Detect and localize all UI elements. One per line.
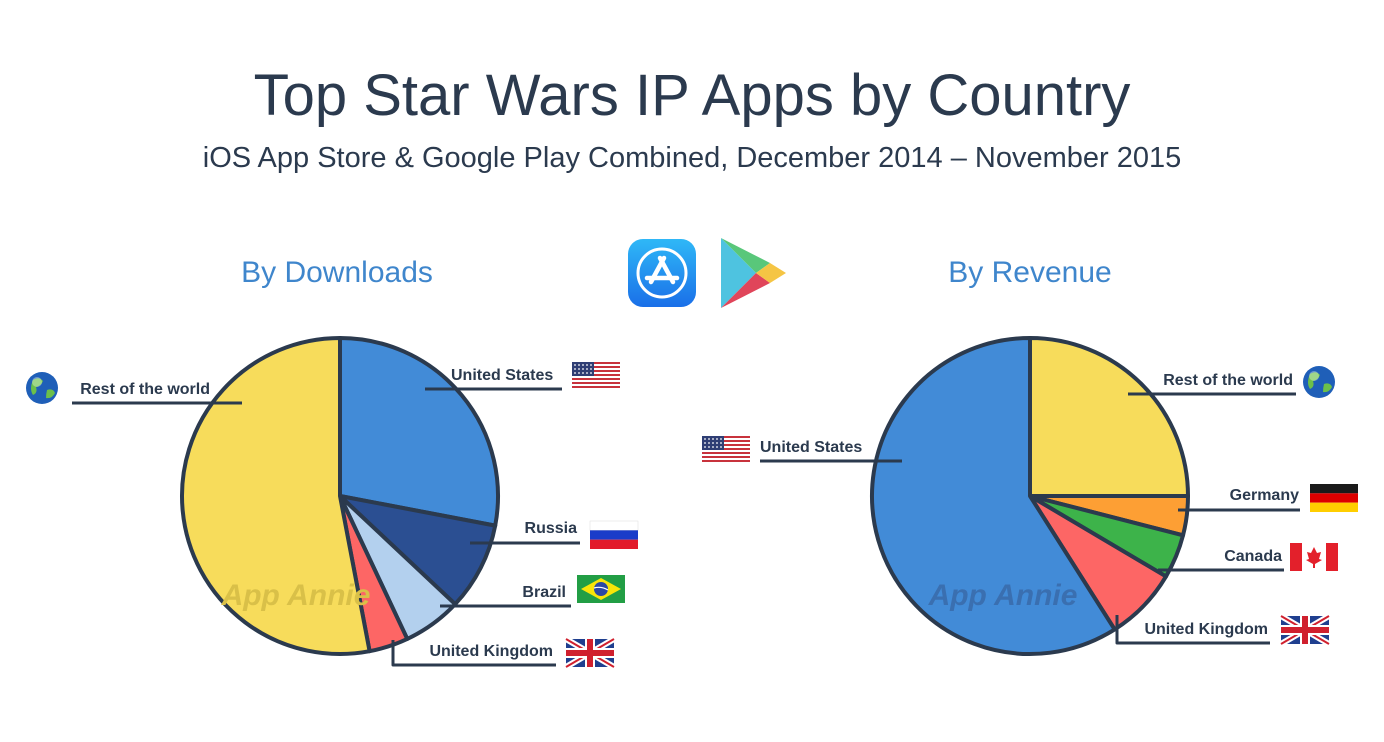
app-store-icon <box>628 239 696 307</box>
uk-flag-icon <box>564 636 616 670</box>
pie-chart-by-downloads: App Annie United States Russia Brazil United… <box>26 336 639 670</box>
globe-icon <box>26 372 58 404</box>
page-title: Top Star Wars IP Apps by Country <box>253 63 1131 128</box>
slice-label-germany: Germany <box>1230 487 1299 504</box>
leader-line <box>391 640 556 667</box>
slice-label-united-kingdom: United Kingdom <box>429 643 553 660</box>
slice-label-group-canada: Canada <box>1158 543 1338 572</box>
slice-label-group-germany: Germany <box>1178 484 1358 512</box>
slice-label-russia: Russia <box>525 520 578 537</box>
slice-label-united-states: United States <box>451 367 553 384</box>
watermark-text: App Annie <box>928 579 1078 612</box>
slice-label-canada: Canada <box>1224 548 1282 565</box>
canada-flag-icon <box>1290 543 1338 571</box>
pie-chart-by-revenue: App Annie Rest of the world Germany Canada U… <box>702 336 1358 656</box>
uk-flag-icon <box>1279 613 1331 647</box>
slice-label-group-brazil: Brazil <box>440 575 625 608</box>
slice-label-group-united-kingdom: United Kingdom <box>391 636 616 670</box>
pie-slice-united-states <box>338 336 500 528</box>
page-subtitle: iOS App Store & Google Play Combined, De… <box>202 142 1182 174</box>
slice-label-rest-of-the-world: Rest of the world <box>1163 372 1293 389</box>
globe-icon <box>1303 366 1335 398</box>
leader-line <box>1115 615 1270 645</box>
watermark-text: App Annie <box>221 579 371 612</box>
germany-flag-icon <box>1310 484 1358 512</box>
pie-slice-united-states <box>870 336 1117 656</box>
slice-label-group-russia: Russia <box>470 520 639 549</box>
us-flag-icon <box>572 362 620 390</box>
slice-label-group-rest-of-the-world: Rest of the world <box>1128 366 1335 398</box>
revenue-chart-title: By Revenue <box>948 256 1112 289</box>
pie-slice-rest-of-the-world <box>1028 336 1190 498</box>
brazil-flag-icon <box>577 575 625 603</box>
slice-label-united-states: United States <box>760 439 862 456</box>
slice-label-brazil: Brazil <box>522 584 566 601</box>
slice-label-rest-of-the-world: Rest of the world <box>80 381 210 398</box>
google-play-icon <box>721 238 786 308</box>
slice-label-group-united-states: United States <box>702 436 902 464</box>
slice-label-united-kingdom: United Kingdom <box>1144 621 1268 638</box>
slice-label-group-united-states: United States <box>425 362 620 391</box>
us-flag-icon <box>702 436 750 464</box>
russia-flag-icon <box>589 520 639 549</box>
slice-label-group-rest-of-the-world: Rest of the world <box>26 372 242 405</box>
slice-label-group-united-kingdom: United Kingdom <box>1115 613 1331 647</box>
downloads-chart-title: By Downloads <box>241 256 433 289</box>
pie-slice-rest-of-the-world <box>179 336 372 656</box>
